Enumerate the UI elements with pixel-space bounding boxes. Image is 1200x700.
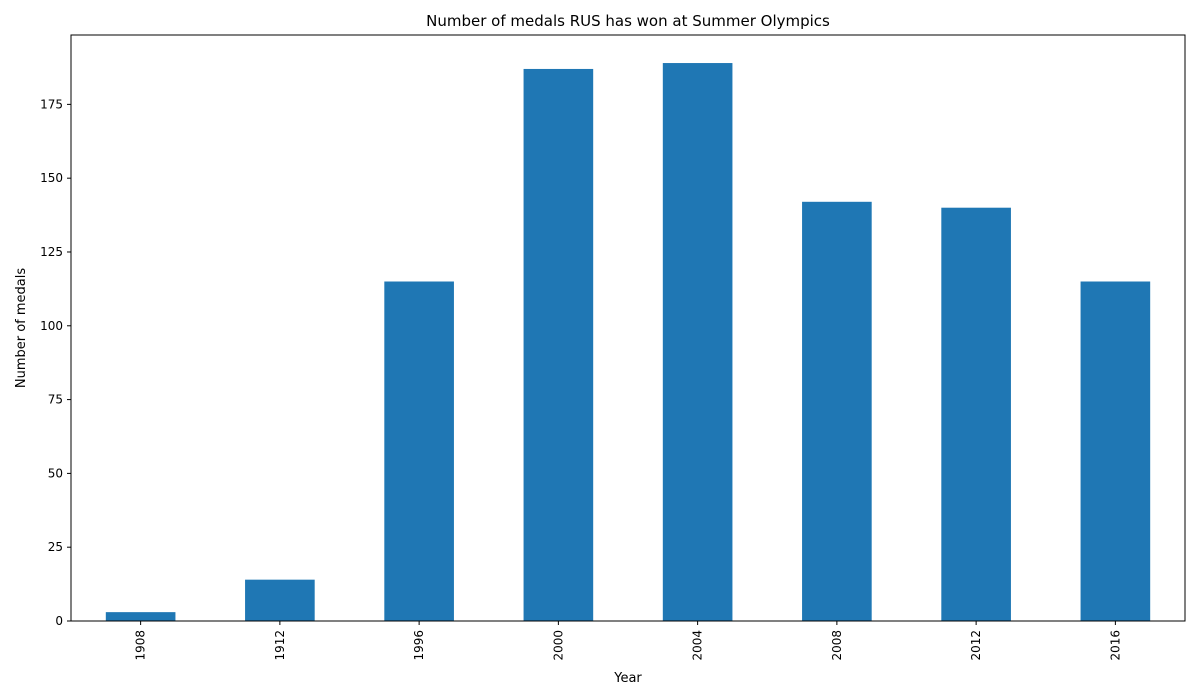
bar-1908 (105, 612, 176, 621)
bars-group (105, 63, 1151, 622)
x-tick-label-1908: 1908 (134, 630, 148, 661)
bar-2008 (802, 201, 872, 622)
x-tick-label-2008: 2008 (830, 630, 844, 661)
y-tick-label-150: 150 (40, 171, 63, 185)
x-axis-label: Year (613, 671, 642, 686)
bar-2016 (1080, 281, 1151, 621)
x-tick-label-1912: 1912 (273, 630, 287, 661)
x-tick-label-2016: 2016 (1108, 630, 1122, 661)
y-tick-label-125: 125 (40, 245, 63, 259)
chart-title: Number of medals RUS has won at Summer O… (426, 12, 830, 30)
y-tick-label-75: 75 (48, 393, 63, 407)
bar-2000 (523, 68, 594, 621)
bar-1912 (245, 579, 315, 621)
y-tick-label-100: 100 (40, 319, 63, 333)
x-tick-label-2000: 2000 (551, 630, 565, 661)
y-tick-label-0: 0 (55, 614, 63, 628)
y-axis-label: Number of medals (14, 268, 29, 389)
y-axis: 0 25 50 75 100 125 150 175 (40, 97, 71, 628)
y-tick-label-175: 175 (40, 97, 63, 111)
plot-frame (70, 34, 1186, 622)
x-tick-label-2004: 2004 (691, 630, 705, 661)
bar-1996 (384, 281, 454, 621)
x-tick-label-1996: 1996 (412, 630, 426, 661)
bar-2012 (941, 207, 1011, 621)
x-tick-label-2012: 2012 (969, 630, 983, 661)
y-tick-label-50: 50 (48, 466, 63, 480)
x-axis: 1908 1912 1996 2000 2004 2008 2012 2016 (134, 621, 1122, 661)
bar-2004 (662, 63, 733, 621)
y-tick-label-25: 25 (48, 540, 63, 554)
